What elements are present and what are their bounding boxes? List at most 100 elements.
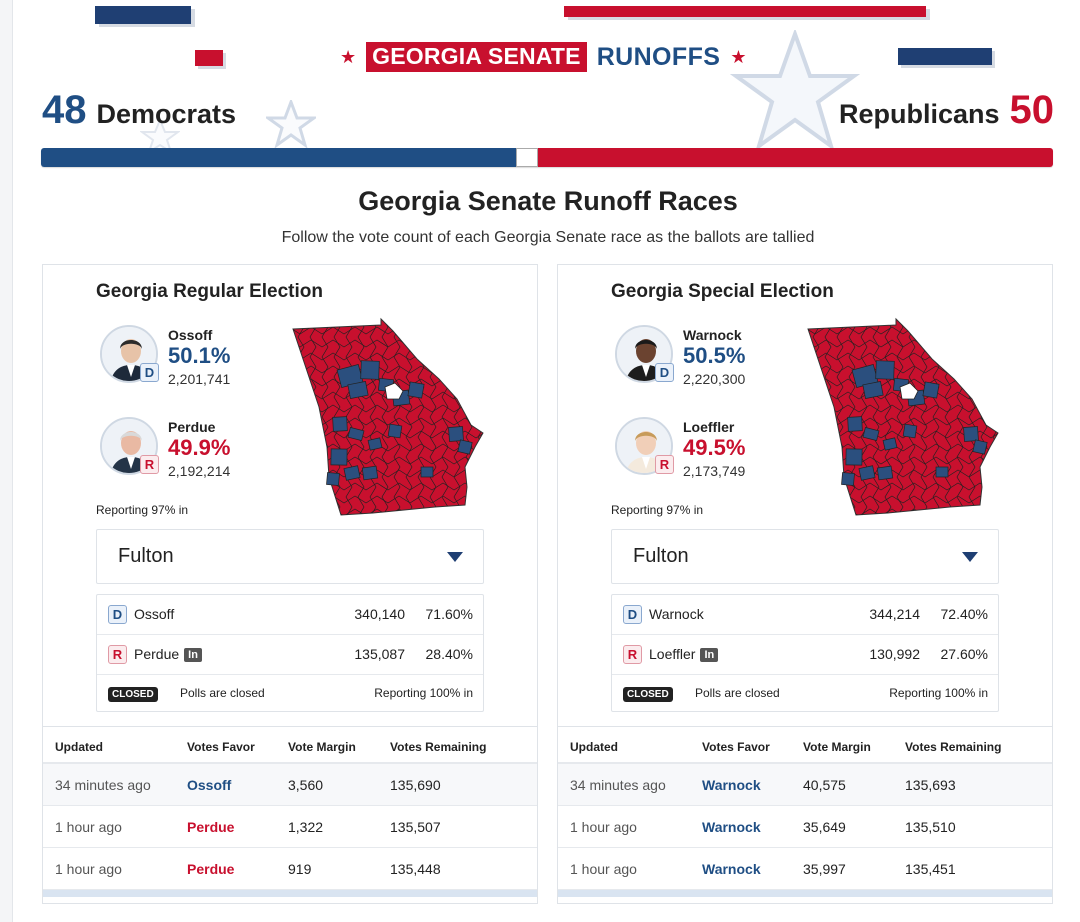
county-dem	[347, 381, 369, 399]
candidate-percent: 49.9%	[168, 435, 231, 460]
party-badge: D	[623, 605, 642, 624]
column-header: Votes Favor	[702, 740, 770, 754]
decor-bar	[195, 50, 223, 66]
star-decor-icon	[140, 118, 180, 148]
county-dem	[332, 416, 348, 432]
column-header: Updated	[55, 740, 103, 754]
county-dem	[845, 448, 863, 466]
polls-status: Polls are closed	[180, 686, 265, 700]
cell-vote-margin: 35,649	[803, 819, 846, 835]
county-dem	[457, 439, 473, 455]
cell-votes-favor: Perdue	[187, 819, 235, 835]
cell-updated: 1 hour ago	[55, 819, 122, 835]
page-title: Georgia Senate Runoff Races	[358, 186, 738, 216]
party-badge: D	[140, 363, 159, 382]
candidate-name: Warnock	[683, 327, 742, 343]
cell-vote-margin: 40,575	[803, 777, 846, 793]
county-dropdown[interactable]: Fulton	[96, 529, 484, 584]
candidate-name: Perdue	[168, 419, 216, 435]
county-map	[807, 317, 999, 516]
column-header: Votes Remaining	[390, 740, 487, 754]
table-row: 1 hour ago Perdue 1,322 135,507	[43, 806, 537, 848]
county-dem	[882, 437, 898, 451]
county-map	[292, 317, 484, 516]
cell-vote-margin: 919	[288, 861, 312, 877]
cell-votes-remaining: 135,690	[390, 777, 441, 793]
county-dem	[858, 465, 876, 481]
county-dropdown-value: Fulton	[118, 545, 174, 567]
seat-bar-rep	[537, 148, 1053, 167]
county-dem	[902, 423, 918, 439]
county-candidate-votes: 130,992	[869, 646, 920, 662]
race-card-regular: Georgia Regular Election D Ossoff 50.1% 2,20…	[42, 264, 538, 904]
county-dem	[875, 360, 895, 380]
party-badge: R	[655, 455, 674, 474]
avatar	[100, 417, 158, 475]
county-footer: CLOSED Polls are closed Reporting 100% in	[612, 677, 998, 711]
cell-updated: 34 minutes ago	[570, 777, 666, 793]
star-decor-icon	[266, 100, 316, 148]
county-candidate-name: Loeffler In	[649, 646, 719, 662]
star-icon: ★	[340, 47, 357, 67]
cell-votes-favor: Ossoff	[187, 777, 232, 793]
county-candidate-percent: 28.40%	[425, 646, 473, 662]
party-badge: D	[108, 605, 127, 624]
column-header: Votes Remaining	[905, 740, 1002, 754]
decor-bar	[898, 48, 992, 65]
polls-status: Polls are closed	[695, 686, 780, 700]
candidate-name: Ossoff	[168, 327, 213, 343]
candidate-percent: 50.1%	[168, 343, 231, 368]
county-dem	[330, 448, 348, 466]
cell-updated: 1 hour ago	[570, 861, 637, 877]
seat-bar-undecided	[515, 148, 538, 167]
closed-badge: CLOSED	[623, 687, 673, 702]
table-bottom-bar	[558, 890, 1052, 897]
cell-votes-remaining: 135,693	[905, 777, 956, 793]
page-subtitle: Follow the vote count of each Georgia Se…	[281, 229, 815, 246]
chevron-down-icon[interactable]	[962, 552, 978, 562]
seat-bar-dem	[41, 148, 516, 167]
county-candidate-percent: 72.40%	[940, 606, 988, 622]
county-dropdown-value: Fulton	[633, 545, 689, 567]
cell-updated: 1 hour ago	[570, 819, 637, 835]
updates-table: Updated Votes Favor Vote Margin Votes Remai…	[43, 726, 537, 897]
table-row: 1 hour ago Warnock 35,997 135,451	[558, 848, 1052, 890]
county-dem	[922, 381, 940, 399]
county-candidate-label: Loeffler	[649, 646, 696, 662]
party-badge: R	[623, 645, 642, 664]
cell-votes-remaining: 135,507	[390, 819, 441, 835]
race-title: Georgia Regular Election	[96, 281, 323, 302]
county-atlanta	[384, 382, 404, 400]
cell-votes-favor: Warnock	[702, 861, 761, 877]
candidate-votes: 2,173,749	[683, 463, 746, 479]
county-dem	[347, 427, 365, 441]
chevron-down-icon[interactable]	[447, 552, 463, 562]
county-candidate-votes: 344,214	[869, 606, 920, 622]
closed-badge: CLOSED	[108, 687, 158, 702]
incumbent-badge: In	[700, 648, 719, 662]
county-dropdown[interactable]: Fulton	[611, 529, 999, 584]
table-row: 1 hour ago Warnock 35,649 135,510	[558, 806, 1052, 848]
party-badge: D	[655, 363, 674, 382]
column-header: Updated	[570, 740, 618, 754]
avatar	[100, 325, 158, 383]
dem-tally: 48 Democrats	[42, 88, 236, 133]
reporting-status: Reporting 97% in	[611, 503, 704, 517]
brand-logo: ★ GEORGIA SENATE RUNOFFS ★	[340, 42, 746, 72]
avatar	[615, 325, 673, 383]
county-reporting-status: Reporting 100% in	[889, 686, 988, 700]
county-dem	[343, 465, 361, 481]
cell-vote-margin: 1,322	[288, 819, 324, 835]
brand-boxed-text: GEORGIA SENATE	[366, 42, 587, 72]
cell-votes-favor: Warnock	[702, 777, 761, 793]
county-candidate-label: Warnock	[649, 606, 704, 622]
county-candidate-percent: 27.60%	[940, 646, 988, 662]
county-dem	[963, 426, 979, 442]
table-header: Updated Votes Favor Vote Margin Votes Remai…	[43, 726, 537, 764]
race-card-special: Georgia Special Election D Warnock 50.5% 2,2…	[557, 264, 1053, 904]
rep-label: Republicans	[838, 99, 1000, 129]
cell-votes-remaining: 135,510	[905, 819, 956, 835]
cell-vote-margin: 3,560	[288, 777, 324, 793]
column-header: Vote Margin	[288, 740, 356, 754]
